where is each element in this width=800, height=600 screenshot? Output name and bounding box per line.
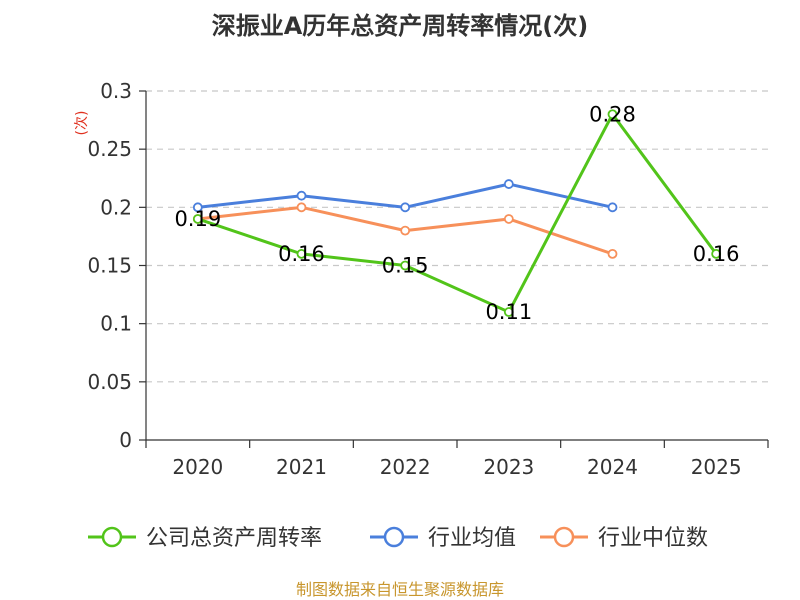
data-labels: 0.19 0.16 0.15 0.11 0.28 0.16 [174,102,739,324]
source-note: 制图数据来自恒生聚源数据库 [296,580,504,599]
series-lines [192,109,722,317]
series-0-point-2025 [711,248,722,259]
y-tick-label-0: 0 [119,428,132,452]
x-tick-label-2022: 2022 [380,455,431,479]
axes: 0 0.05 0.1 0.15 0.2 0.25 0.3 2020 2021 2022 2023 20… [87,79,769,479]
series-2-point-2021 [296,202,307,213]
series-1-point-2021 [296,190,307,201]
series-1-point-2024 [607,202,618,213]
data-label-2021: 0.16 [278,242,325,266]
series-0-point-2021 [296,248,307,259]
legend-marker-1 [383,526,405,548]
y-tick-label-3: 0.15 [87,254,132,278]
data-label-2020: 0.19 [174,207,221,231]
data-label-2022: 0.15 [382,254,429,278]
series-0-point-2024 [607,109,618,120]
legend: 公司总资产周转率 行业均值 行业中位数 [88,526,708,551]
legend-marker-2 [553,526,575,548]
series-1-point-2023 [503,179,514,189]
y-tick-label-1: 0.05 [87,370,132,394]
series-0-point-2020 [192,214,203,224]
legend-label-2: 行业中位数 [598,526,708,551]
y-tick-label-2: 0.1 [100,312,132,336]
series-0-point-2023 [503,307,514,317]
series-2-point-2023 [503,214,514,224]
series-2-point-2022 [400,225,411,236]
x-tick-label-2025: 2025 [691,455,742,479]
y-tick-label-6: 0.3 [100,79,132,103]
x-tick-label-2020: 2020 [172,455,223,479]
series-2-point-2024 [607,248,618,259]
y-axis-label: (次) [74,111,90,136]
legend-label-1: 行业均值 [428,526,516,551]
x-tick-label-2023: 2023 [483,455,534,479]
y-tick-label-4: 0.2 [100,195,132,219]
gridlines [146,90,768,383]
x-tick-label-2021: 2021 [276,455,327,479]
y-tick-label-5: 0.25 [87,137,132,161]
legend-marker-0 [101,526,123,548]
series-1-point-2022 [400,202,411,213]
legend-label-0: 公司总资产周转率 [146,526,322,551]
series-1-point-2020 [192,202,203,213]
series-line-0 [197,112,718,314]
data-label-2024: 0.28 [589,102,636,126]
data-label-2025: 0.16 [693,242,740,266]
data-label-2023: 0.11 [485,300,532,324]
x-tick-label-2024: 2024 [587,455,638,479]
series-0-point-2022 [400,260,411,271]
chart-title: 深振业A历年总资产周转率情况(次) [212,12,589,40]
